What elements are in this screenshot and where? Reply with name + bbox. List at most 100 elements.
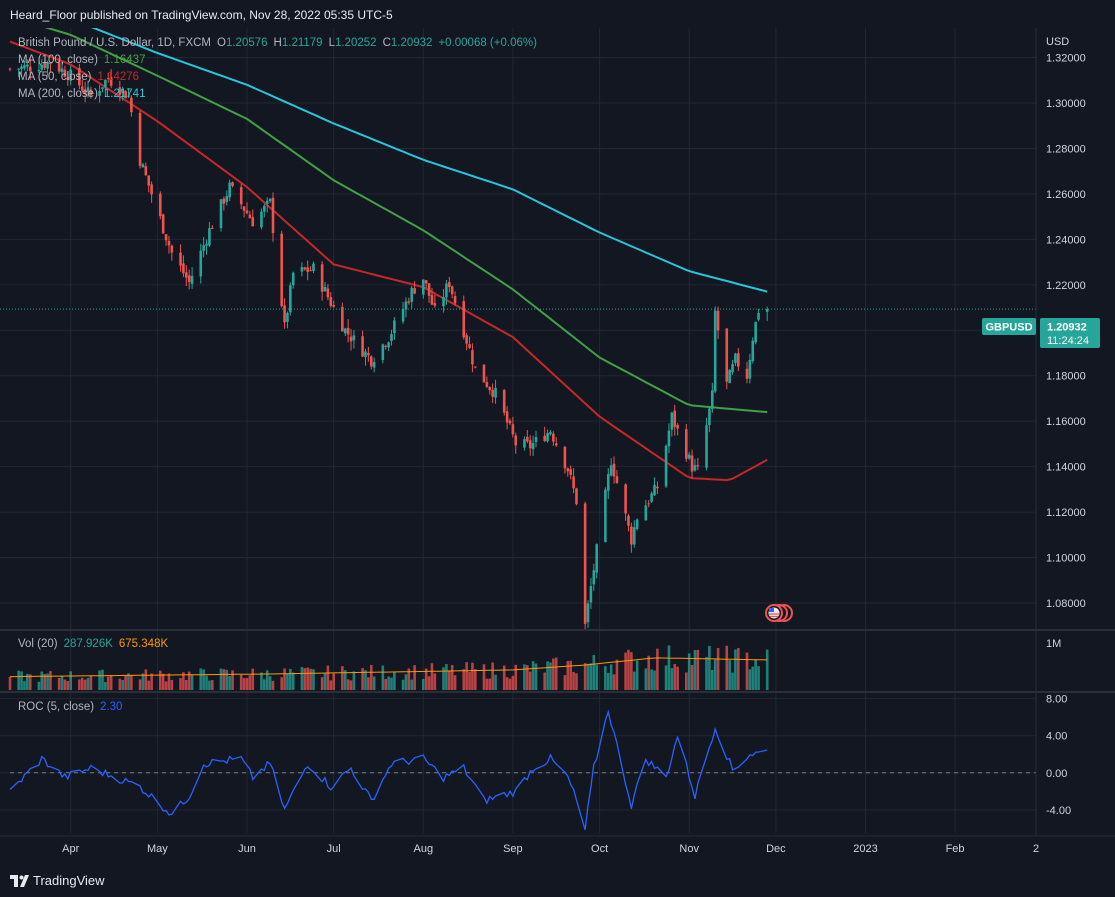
price-tick-label: 1.16000: [1046, 416, 1086, 428]
volume-bar: [673, 664, 677, 690]
volume-bar: [552, 658, 555, 690]
candle: [242, 205, 246, 218]
price-tag-price: 1.20932: [1047, 322, 1087, 334]
candle: [491, 383, 494, 404]
candle: [609, 458, 613, 477]
volume-bar: [731, 672, 734, 690]
time-axis[interactable]: Apr May Jun Jul Aug Sep Oct Nov Dec 2023 Feb 2: [62, 843, 1039, 855]
volume-bar: [644, 668, 648, 690]
candle: [164, 233, 168, 246]
candle: [89, 86, 93, 99]
volume-ma-line: [10, 657, 768, 678]
volume-bar: [676, 666, 679, 690]
pane-separators[interactable]: [0, 28, 1115, 837]
candle: [705, 417, 708, 471]
volume-bar: [20, 671, 23, 690]
candle: [23, 60, 26, 71]
volume-bar: [141, 673, 145, 690]
candle: [745, 361, 749, 384]
candle: [231, 181, 234, 188]
candle: [586, 600, 590, 629]
volume-bar: [63, 679, 67, 690]
price-axis[interactable]: 1.08000 1.10000 1.12000 1.14000 1.16000 1.180…: [1046, 53, 1086, 817]
candle: [283, 298, 286, 329]
legend-ma50-value: 1.14276: [98, 71, 140, 83]
price-tick-label: 1.12000: [1046, 507, 1086, 519]
volume-bar: [693, 649, 697, 690]
candle: [413, 281, 416, 295]
volume-bar: [346, 679, 350, 690]
volume-bar: [326, 665, 330, 690]
candle: [106, 72, 110, 83]
candle: [595, 543, 598, 579]
time-tick-label: Oct: [591, 843, 608, 855]
candle: [615, 470, 619, 484]
candle: [448, 276, 451, 293]
price-tag: GBPUSD 1.20932 11:24:24: [982, 318, 1100, 348]
volume-bar: [323, 672, 327, 690]
svg-text:British Pound / U.S. Dollar, 1: British Pound / U.S. Dollar, 1D, FXCM O1.…: [18, 37, 537, 49]
candle: [468, 336, 471, 349]
volume-bar: [427, 676, 431, 690]
candle: [343, 327, 347, 337]
volume-bar: [667, 645, 671, 690]
candle: [690, 449, 694, 478]
volume-bar: [23, 681, 26, 690]
candle: [462, 295, 466, 340]
volume-bar: [604, 666, 607, 690]
candle: [393, 317, 396, 340]
volume-bar: [751, 666, 755, 690]
candle: [453, 291, 457, 306]
time-tick-label: Jul: [327, 843, 341, 855]
volume-bar: [106, 676, 110, 690]
candle: [121, 86, 125, 101]
candle: [384, 344, 388, 350]
footer: TradingView: [0, 866, 1115, 897]
volume-bar: [612, 674, 616, 690]
volume-bar: [546, 661, 549, 690]
volume-bar: [424, 668, 428, 690]
candle: [569, 465, 572, 480]
volume-bar: [121, 680, 125, 690]
price-tick-label: 1.24000: [1046, 234, 1086, 246]
candle: [286, 311, 289, 329]
time-tick-label: 2023: [853, 843, 877, 855]
volume-bar: [170, 679, 174, 690]
volume-bar: [650, 669, 653, 690]
candle: [667, 423, 671, 454]
legend-roc-label: ROC (5, close): [18, 701, 94, 713]
volume-bar: [164, 681, 168, 690]
candle: [260, 208, 263, 230]
volume-bar: [367, 677, 370, 690]
volume-bar: [384, 678, 388, 690]
candle: [158, 191, 162, 220]
volume-bar: [83, 679, 87, 690]
volume-bar: [300, 666, 304, 690]
candle: [208, 221, 211, 247]
volume-bar: [737, 648, 740, 690]
candle: [494, 379, 497, 404]
candle: [673, 404, 677, 436]
price-tick-label: 1.30000: [1046, 98, 1086, 110]
volume-bar: [664, 665, 668, 690]
legend-roc-value: 2.30: [100, 701, 122, 713]
volume-bar: [410, 679, 414, 690]
volume-bar: [138, 679, 142, 690]
gbpusd-chart[interactable]: 1.08000 1.10000 1.12000 1.14000 1.16000 1.180…: [0, 28, 1115, 864]
volume-bar: [231, 670, 234, 690]
candle: [187, 269, 191, 290]
volume-bar: [765, 649, 769, 690]
volume-bar: [508, 678, 512, 690]
candle: [488, 386, 492, 395]
volume-bar: [728, 660, 731, 690]
volume-bar: [265, 670, 269, 690]
ma200-line: [90, 28, 768, 293]
event-flags[interactable]: [765, 604, 793, 622]
volume-bar: [572, 671, 575, 690]
candle: [369, 355, 373, 370]
volume-bar: [491, 662, 494, 690]
volume-bar: [364, 670, 367, 690]
candles[interactable]: [8, 58, 769, 632]
candle: [485, 376, 489, 389]
volume-bar: [453, 675, 457, 690]
